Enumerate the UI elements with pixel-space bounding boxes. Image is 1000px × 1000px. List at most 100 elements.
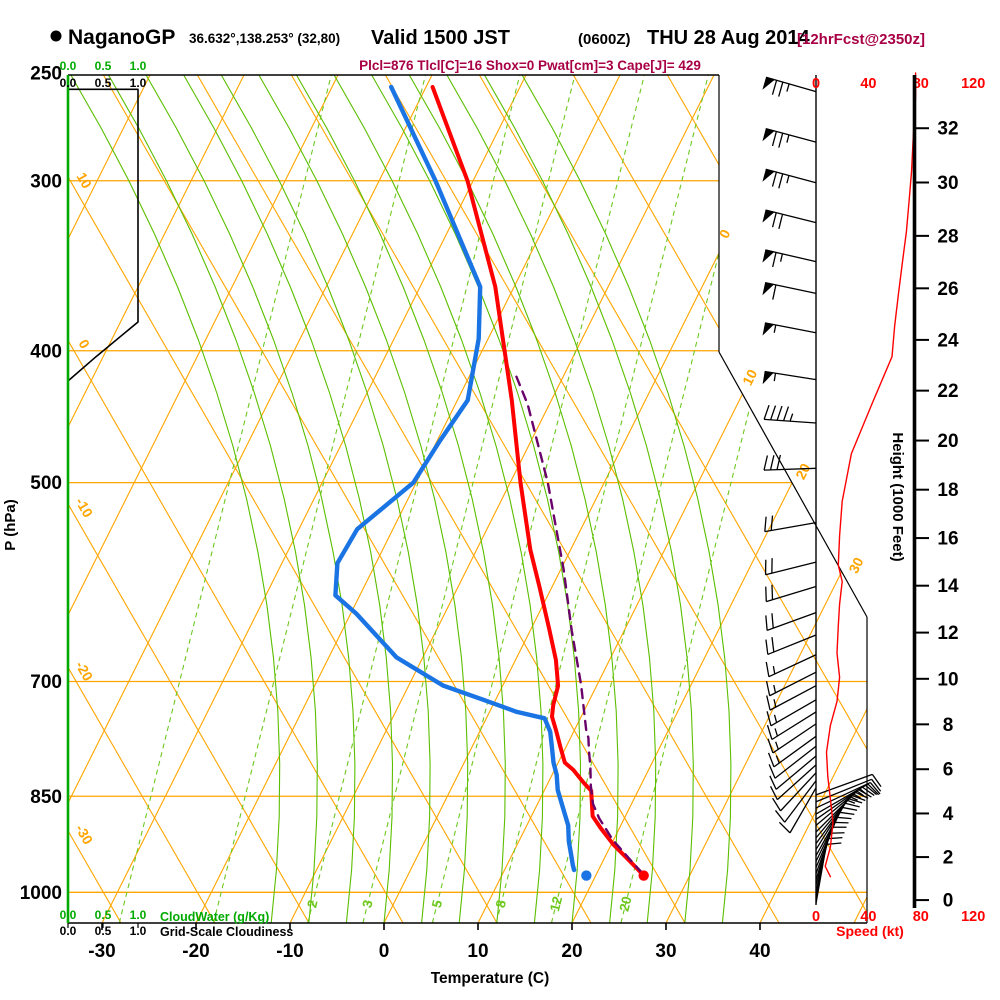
barb-stem: [766, 585, 817, 603]
barb-full: [839, 811, 855, 816]
speed-axis-title: Speed (kt): [836, 923, 904, 939]
isotherm-line: [101, 75, 527, 923]
barb-full: [851, 794, 866, 802]
barb-stem: [766, 612, 817, 632]
cloudiness-scale-bottom: 0.5: [95, 924, 112, 938]
temp-tick-label: 20: [561, 941, 582, 962]
barb-stem: [815, 778, 872, 803]
barb-full: [871, 778, 882, 792]
dry-adiabat-label: 0: [75, 337, 93, 352]
height-tick-label: 6: [943, 760, 954, 781]
isotherm-line: [68, 75, 433, 923]
pressure-tick-label: 1000: [20, 883, 62, 904]
barb-full: [778, 81, 784, 97]
isotherm-edge-label: 20: [792, 460, 813, 481]
barb-half: [779, 253, 784, 262]
barb-stem: [765, 127, 817, 143]
barb-pennant: [762, 169, 775, 182]
barb-full: [782, 406, 790, 421]
barb-stem: [764, 322, 817, 334]
isotherm-line: [853, 75, 867, 923]
barb-stem: [764, 467, 817, 471]
wind-barb: [766, 699, 817, 727]
barb-full: [778, 173, 784, 189]
valid-date: THU 28 Aug 2014: [647, 27, 811, 49]
wind-barb: [768, 745, 817, 779]
pressure-tick-label: 400: [30, 341, 62, 362]
cloudiness-scale-top: 1.0: [130, 76, 147, 90]
barb-half: [773, 324, 777, 333]
speed-tick-label-bottom: 40: [860, 909, 876, 925]
wind-barb: [767, 735, 817, 768]
barb-full: [769, 785, 778, 800]
wind-barb: [764, 515, 817, 533]
barb-half: [786, 83, 790, 92]
dry-adiabat-line: [384, 75, 867, 923]
barb-half: [773, 714, 778, 723]
wind-barb: [774, 780, 817, 823]
wind-barb: [762, 249, 817, 268]
wind-speed-curve: [824, 72, 917, 878]
height-tick-label: 18: [937, 480, 958, 501]
moist-adiabat-line: [483, 75, 694, 923]
isotherm-edge-label: 30: [845, 554, 866, 575]
dry-adiabat-line: [196, 75, 686, 923]
mixing-ratio-label: 2: [304, 898, 320, 909]
isotherm-line: [759, 75, 867, 923]
barb-stem: [765, 561, 817, 576]
barb-stem: [775, 755, 817, 790]
wind-barb: [765, 671, 817, 697]
station-name: NaganoGP: [68, 26, 175, 49]
barb-full: [776, 454, 782, 470]
temp-tick-label: -10: [276, 941, 303, 962]
barb-stem: [789, 787, 817, 834]
surface-dewpoint-dot: [581, 870, 592, 881]
barb-half: [856, 790, 864, 797]
wind-barb: [765, 612, 817, 632]
barb-full: [771, 131, 778, 147]
moist-adiabat-line: [333, 75, 544, 923]
height-tick-label: 14: [937, 576, 959, 597]
pressure-tick-label: 700: [30, 672, 62, 693]
wind-barb: [778, 787, 817, 834]
mixing-ratio-line: [620, 75, 834, 923]
barb-full: [833, 821, 849, 824]
barb-stem: [769, 671, 817, 697]
barb-full: [765, 661, 770, 677]
pressure-tick-label: 850: [30, 787, 62, 808]
barb-stem: [765, 209, 817, 224]
cloudiness-axis-title: Grid-Scale Cloudiness: [160, 925, 293, 939]
parcel-trace: [514, 374, 644, 875]
barb-full: [771, 212, 777, 228]
dry-adiabat-line: [68, 75, 310, 923]
barb-stem: [780, 772, 817, 812]
height-tick-label: 8: [943, 715, 954, 736]
barb-stem: [768, 654, 817, 678]
barb-half: [789, 413, 794, 422]
barb-full: [842, 806, 858, 811]
mixing-ratio-line: [362, 75, 576, 923]
height-tick-label: 2: [943, 848, 954, 869]
moist-adiabat-line: [70, 75, 281, 923]
barb-pennant: [762, 249, 775, 263]
pressure-tick-label: 250: [30, 64, 62, 85]
height-tick-label: 30: [937, 173, 958, 194]
dry-adiabat-label: 10: [74, 170, 96, 192]
isotherm-line: [68, 75, 245, 923]
pressure-tick-label: 500: [30, 473, 62, 494]
dry-adiabat-line: [0, 75, 27, 923]
wind-barb: [766, 685, 817, 711]
height-tick-label: 10: [937, 669, 958, 690]
moist-adiabat-line: [408, 75, 619, 923]
cloudwater-scale-bottom: 1.0: [130, 908, 147, 922]
isotherm-edge-label: 10: [739, 366, 760, 387]
isotherm-line: [571, 75, 867, 923]
temp-tick-label: -20: [182, 941, 209, 962]
cloudwater-scale-top: 0.5: [95, 59, 112, 73]
barb-full: [864, 784, 878, 796]
moist-adiabat-line: [295, 75, 506, 923]
barb-half: [773, 699, 777, 708]
barb-stem: [784, 780, 817, 823]
